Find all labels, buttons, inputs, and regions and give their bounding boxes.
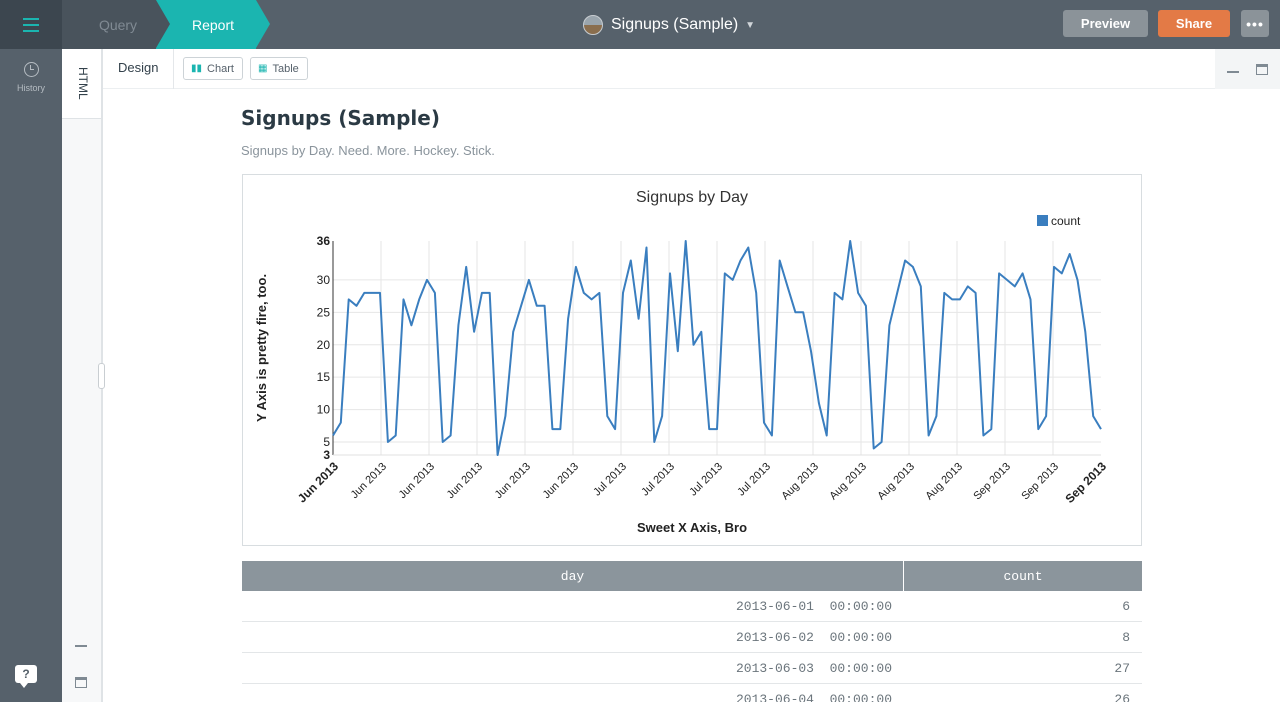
left-sidebar xyxy=(0,49,62,702)
x-tick-label: Jun 2013 xyxy=(445,461,485,501)
page-title: Signups (Sample) xyxy=(241,106,440,130)
chart-title: Signups by Day xyxy=(636,189,748,206)
x-tick-label: Sep 2013 xyxy=(1019,461,1061,503)
series-line-count xyxy=(332,240,1102,456)
breadcrumb-arrow xyxy=(156,0,170,48)
resize-handle[interactable] xyxy=(98,363,105,389)
divider xyxy=(903,561,904,591)
breadcrumb-arrow xyxy=(256,0,270,48)
y-tick-label: 5 xyxy=(323,435,330,449)
report-title-label: Signups (Sample) xyxy=(611,16,739,33)
cell-day: 2013-06-03 00:00:00 xyxy=(735,661,892,676)
column-header-count[interactable]: count xyxy=(1003,568,1043,584)
table-icon: ▦ xyxy=(258,63,268,74)
history-button[interactable]: History xyxy=(0,62,62,93)
help-button[interactable]: ? xyxy=(15,665,37,688)
tab-html[interactable] xyxy=(62,49,101,119)
table-row: 2013-06-04 00:00:00 26 xyxy=(242,684,1142,702)
cell-count: 6 xyxy=(1122,599,1130,614)
x-tick-label: Jul 2013 xyxy=(639,461,677,499)
divider xyxy=(173,49,174,89)
table-button[interactable]: ▦ Table xyxy=(250,57,308,80)
y-tick-label: 20 xyxy=(317,338,331,352)
x-tick-label: Jun 2013 xyxy=(349,461,389,501)
history-label: History xyxy=(16,83,45,93)
y-tick-label: 10 xyxy=(317,403,331,417)
report-description: Signups by Day. Need. More. Hockey. Stic… xyxy=(241,143,495,158)
breadcrumb-report[interactable]: Report xyxy=(156,0,256,49)
editor-tab-strip xyxy=(62,49,103,702)
table-button-label: Table xyxy=(272,62,299,75)
menu-button[interactable] xyxy=(0,0,62,49)
share-button[interactable]: Share xyxy=(1158,10,1230,37)
bar-chart-icon: ▮▮ xyxy=(191,63,203,74)
x-tick-label: Aug 2013 xyxy=(827,461,869,503)
table-row: 2013-06-02 00:00:00 8 xyxy=(242,622,1142,653)
x-axis-label: Sweet X Axis, Bro xyxy=(637,520,747,535)
column-header-day[interactable]: day xyxy=(560,568,585,584)
hamburger-icon xyxy=(23,17,39,32)
y-max-label: 36 xyxy=(317,234,331,248)
y-axis-label: Y Axis is pretty fire, too. xyxy=(254,274,269,422)
avatar xyxy=(583,15,603,35)
breadcrumb-query[interactable]: Query xyxy=(62,0,174,49)
y-tick-label: 15 xyxy=(317,370,331,384)
x-tick-label: Jul 2013 xyxy=(591,461,629,499)
minimize-icon[interactable] xyxy=(1227,71,1239,73)
x-tick-label: Aug 2013 xyxy=(875,461,917,503)
table-row: 2013-06-01 00:00:00 6 xyxy=(242,591,1142,622)
preview-button[interactable]: Preview xyxy=(1063,10,1148,37)
panel-controls xyxy=(1215,49,1280,89)
table-header: day count xyxy=(242,561,1142,591)
x-tick-label: Jun 2013 xyxy=(493,461,533,501)
y-tick-label: 25 xyxy=(317,305,331,319)
chart-container: Signups by Day 5 10 15 20 25 30 3 36 Jun 2013 Jun … xyxy=(242,174,1142,546)
more-options-button[interactable]: ••• xyxy=(1241,10,1269,37)
x-tick-label: Jun 2013 xyxy=(397,461,437,501)
x-tick-label: Sep 2013 xyxy=(971,461,1013,503)
x-end-label: Sep 2013 xyxy=(1062,459,1109,506)
x-start-label: Jun 2013 xyxy=(295,459,341,505)
report-title-dropdown[interactable]: Signups (Sample) ▼ xyxy=(583,12,755,38)
cell-day: 2013-06-01 00:00:00 xyxy=(735,599,892,614)
caret-down-icon: ▼ xyxy=(745,19,756,31)
x-tick-label: Jul 2013 xyxy=(735,461,773,499)
cell-count: 26 xyxy=(1114,692,1130,702)
maximize-icon[interactable] xyxy=(1256,64,1268,75)
cell-day: 2013-06-04 00:00:00 xyxy=(735,692,892,702)
cell-count: 8 xyxy=(1122,630,1130,645)
legend-swatch xyxy=(1037,215,1048,226)
clock-icon xyxy=(23,62,39,77)
cell-count: 27 xyxy=(1114,661,1130,676)
design-label: Design xyxy=(118,60,159,75)
chart-button-label: Chart xyxy=(207,62,234,75)
minimize-icon[interactable] xyxy=(75,645,87,647)
x-tick-label: Aug 2013 xyxy=(779,461,821,503)
maximize-icon[interactable] xyxy=(75,677,87,688)
table-row: 2013-06-03 00:00:00 27 xyxy=(242,653,1142,684)
cell-day: 2013-06-02 00:00:00 xyxy=(735,630,892,645)
x-tick-label: Jul 2013 xyxy=(687,461,725,499)
tab-html-label: HTML xyxy=(76,67,90,100)
legend-label: count xyxy=(1051,214,1081,228)
y-min-label: 3 xyxy=(323,448,330,462)
chart-button[interactable]: ▮▮ Chart xyxy=(183,57,243,80)
y-tick-label: 30 xyxy=(317,273,331,287)
x-tick-label: Aug 2013 xyxy=(923,461,965,503)
x-tick-label: Jun 2013 xyxy=(541,461,581,501)
